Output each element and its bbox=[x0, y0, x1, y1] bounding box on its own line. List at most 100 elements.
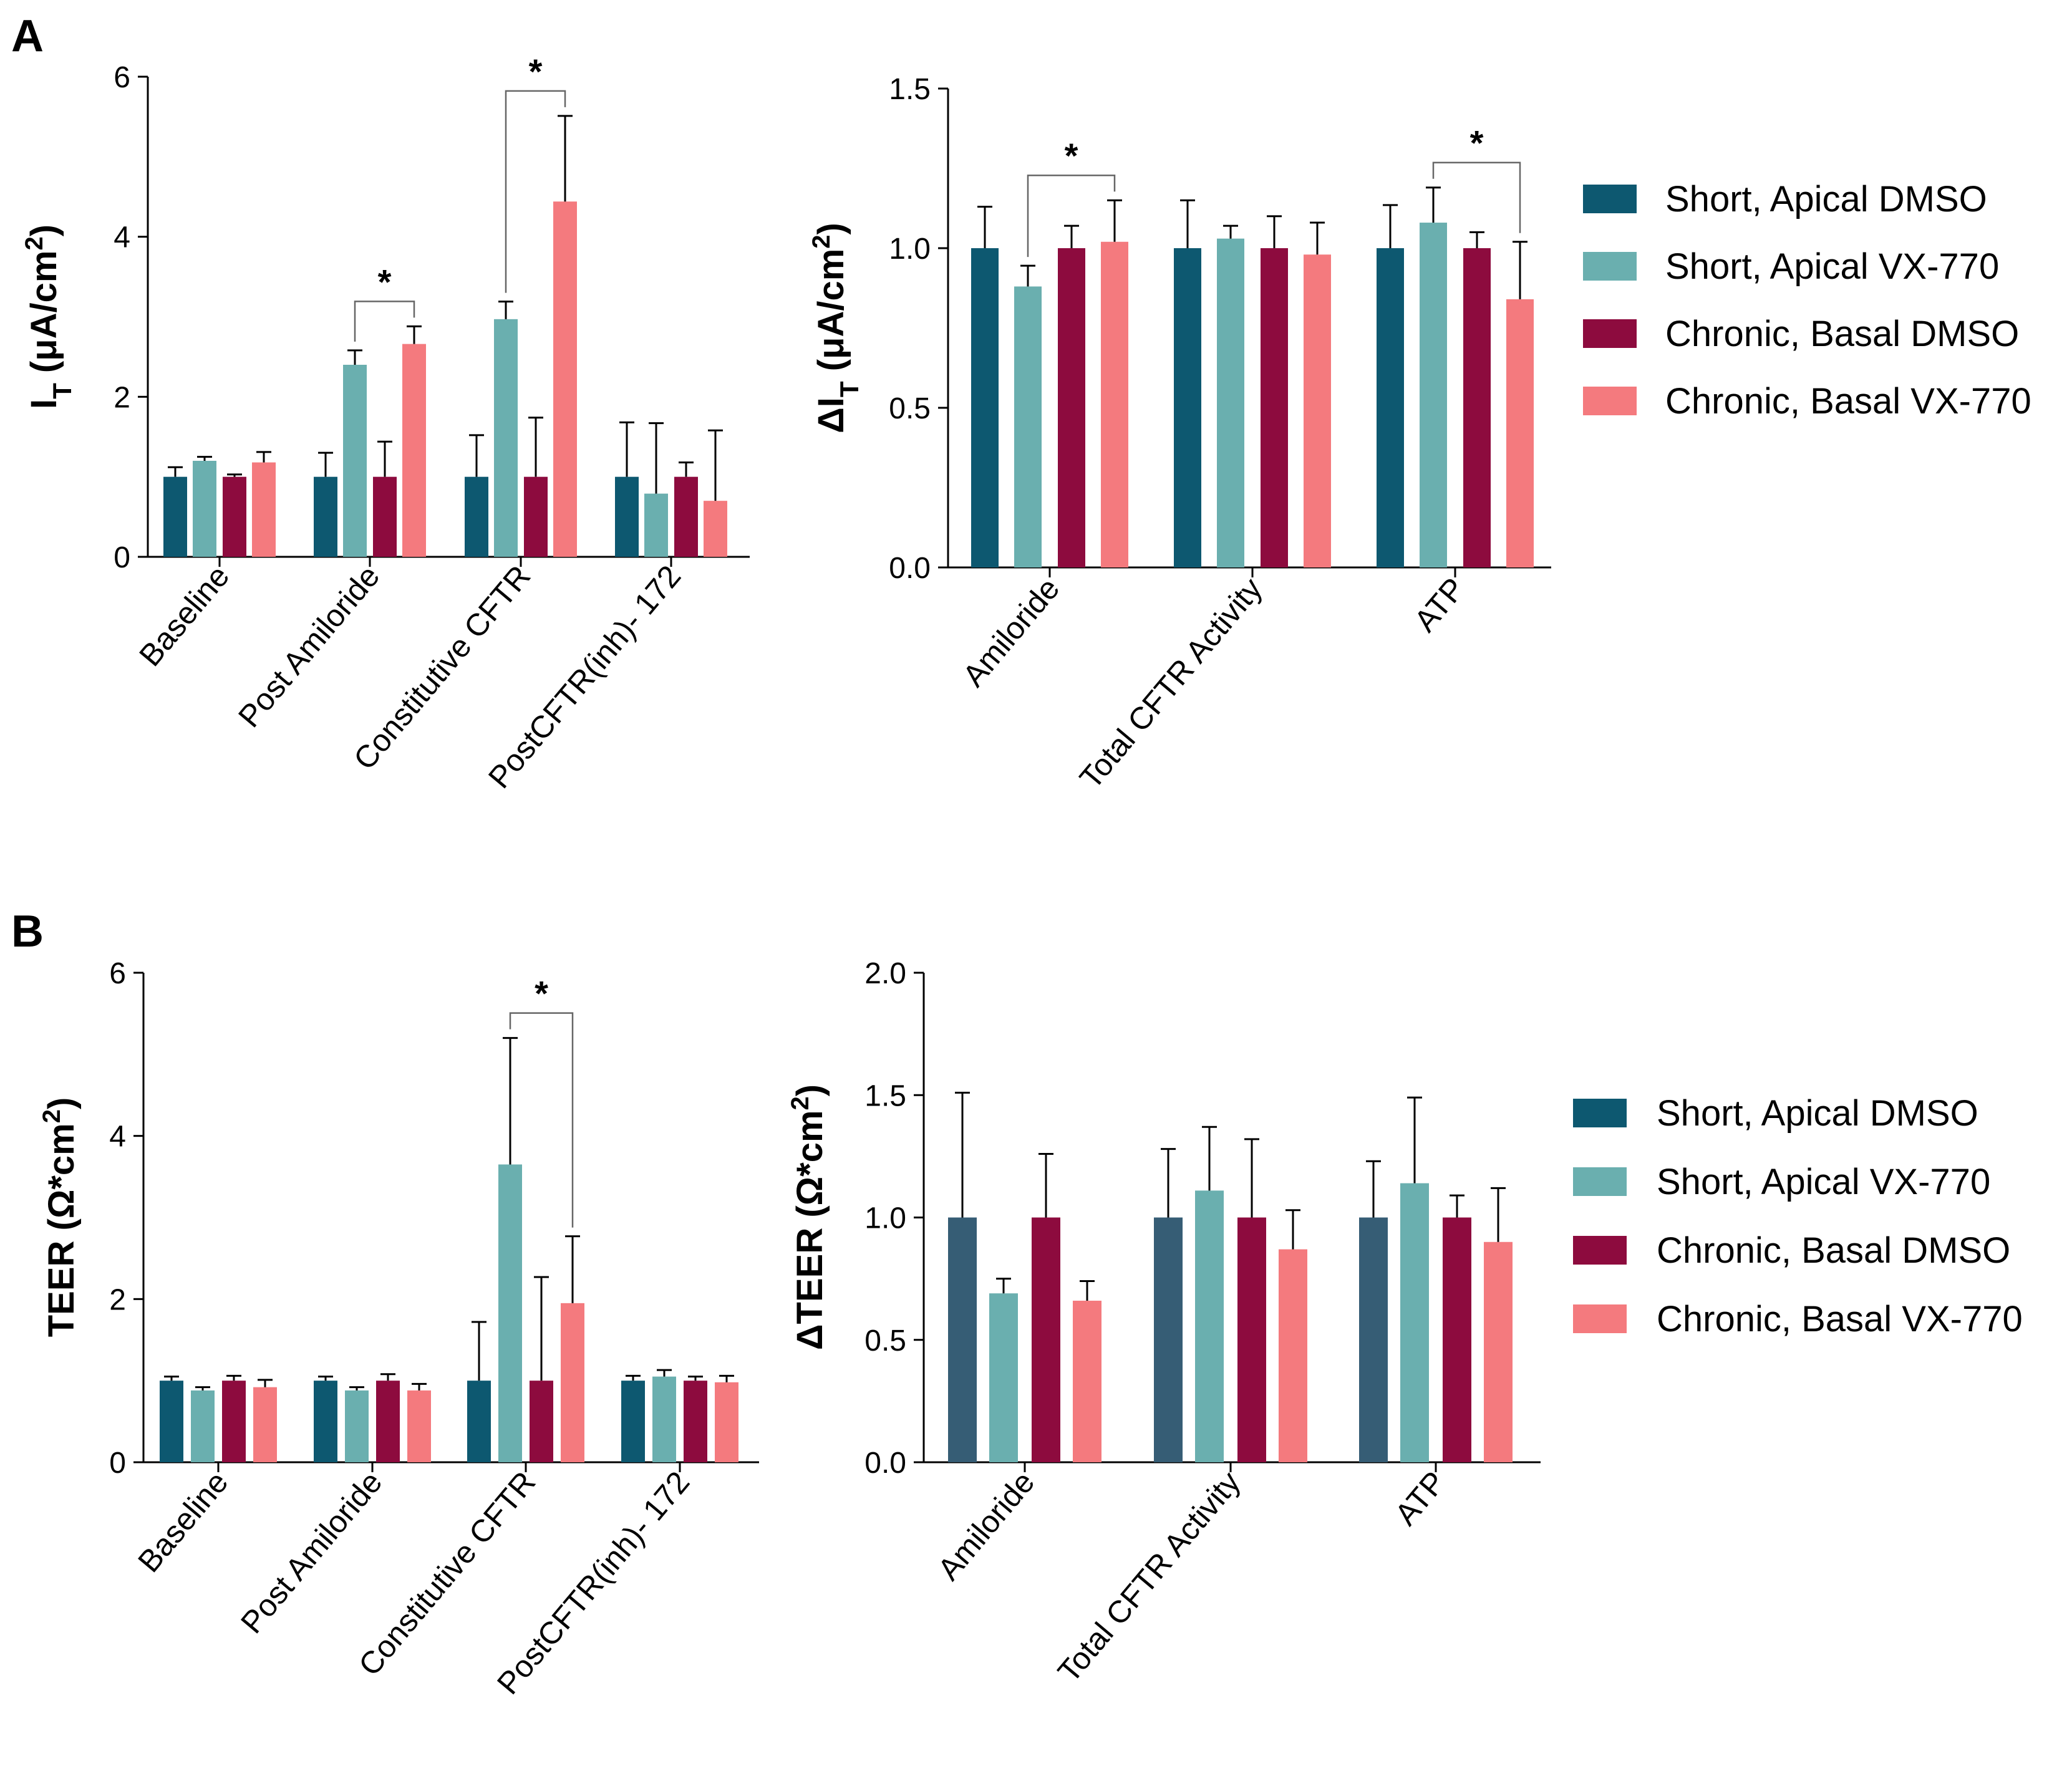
significance-bracket bbox=[1432, 162, 1521, 233]
legend-swatch bbox=[1573, 1167, 1627, 1196]
y-tick-label: 0.5 bbox=[864, 1324, 906, 1357]
y-axis-title-end: ) bbox=[41, 1097, 82, 1109]
bar bbox=[343, 365, 367, 557]
bar bbox=[561, 1303, 584, 1462]
y-tick-label: 6 bbox=[109, 957, 126, 990]
significance-bracket bbox=[509, 1012, 574, 1228]
legend-swatch bbox=[1583, 387, 1637, 415]
legend-label: Chronic, Basal VX-770 bbox=[1657, 1299, 2023, 1339]
significance-star: * bbox=[378, 262, 392, 301]
legend-label: Short, Apical DMSO bbox=[1665, 179, 1987, 219]
bar bbox=[1463, 248, 1491, 567]
y-axis-title-sub: T bbox=[835, 381, 864, 397]
bar bbox=[615, 476, 639, 557]
legends-layer: Short, Apical DMSO Short, Apical VX-770 Ch… bbox=[1573, 179, 2031, 1339]
x-category-label: Post Amiloride bbox=[231, 559, 386, 734]
bar bbox=[621, 1381, 645, 1462]
bar bbox=[402, 344, 426, 557]
bar bbox=[1217, 238, 1244, 567]
y-axis-title-main: ΔTEER (Ω*cm bbox=[790, 1110, 830, 1350]
bar bbox=[1032, 1217, 1060, 1462]
bar bbox=[1377, 248, 1404, 567]
legend-label: Short, Apical VX-770 bbox=[1665, 246, 1999, 287]
x-category-label: ATP bbox=[1407, 571, 1471, 639]
legend-label: Short, Apical VX-770 bbox=[1657, 1162, 1990, 1202]
bar bbox=[1014, 286, 1042, 567]
legend-label: Chronic, Basal DMSO bbox=[1657, 1230, 2010, 1271]
y-tick-label: 1.0 bbox=[889, 233, 931, 266]
y-axis-title-sup: 2 bbox=[38, 1109, 65, 1123]
bar bbox=[1400, 1183, 1429, 1462]
bar bbox=[1237, 1217, 1266, 1462]
bar bbox=[971, 248, 999, 567]
bar bbox=[674, 476, 698, 557]
bar bbox=[314, 1381, 337, 1462]
legend-panel-b: Short, Apical DMSO Short, Apical VX-770 Ch… bbox=[1573, 1093, 2023, 1339]
y-axis-title-main: ΔI bbox=[811, 397, 851, 433]
bar bbox=[191, 1390, 215, 1462]
y-axis-title-main: I bbox=[24, 399, 64, 409]
y-tick-label: 1.5 bbox=[889, 73, 931, 106]
legend-swatch bbox=[1583, 185, 1637, 213]
bar bbox=[1101, 241, 1128, 567]
bar bbox=[376, 1381, 400, 1462]
bar bbox=[222, 1381, 246, 1462]
bar bbox=[1420, 223, 1447, 567]
y-axis-title-end: ) bbox=[790, 1084, 830, 1096]
significance-star: * bbox=[1470, 123, 1484, 163]
y-axis-title: TEER (Ω*cm2) bbox=[38, 1097, 82, 1338]
legend-swatch bbox=[1573, 1236, 1627, 1265]
bar bbox=[1058, 248, 1085, 567]
bar bbox=[1359, 1217, 1388, 1462]
legend-swatch bbox=[1573, 1099, 1627, 1127]
bar bbox=[1195, 1190, 1224, 1462]
bar bbox=[494, 319, 518, 557]
bar bbox=[193, 461, 216, 557]
bar bbox=[1261, 248, 1288, 567]
significance-bracket bbox=[1027, 174, 1116, 258]
bar bbox=[407, 1390, 431, 1462]
y-tick-label: 0 bbox=[114, 541, 130, 574]
bar bbox=[652, 1376, 676, 1462]
y-tick-label: 2 bbox=[109, 1283, 126, 1316]
bar bbox=[160, 1381, 183, 1462]
y-tick-label: 2 bbox=[114, 381, 130, 414]
y-axis-title-sup: 2 bbox=[787, 1096, 814, 1110]
bar bbox=[314, 476, 337, 557]
bar bbox=[989, 1293, 1018, 1462]
bar bbox=[1506, 299, 1534, 567]
y-tick-label: 0.5 bbox=[889, 392, 931, 425]
significance-star: * bbox=[1065, 136, 1078, 175]
y-axis-title-main: TEER (Ω*cm bbox=[41, 1123, 82, 1337]
y-tick-label: 6 bbox=[114, 61, 130, 94]
y-tick-label: 0 bbox=[109, 1447, 126, 1480]
x-category-label: Baseline bbox=[131, 1465, 235, 1579]
y-axis-title-sup: 2 bbox=[808, 234, 835, 248]
x-category-label: Amiloride bbox=[931, 1465, 1042, 1587]
bar bbox=[345, 1390, 369, 1462]
y-axis-title: IT (μA/cm2) bbox=[21, 224, 77, 409]
significance-star: * bbox=[535, 974, 548, 1013]
bar bbox=[948, 1217, 977, 1462]
bar bbox=[1174, 248, 1201, 567]
legend-label: Chronic, Basal VX-770 bbox=[1665, 381, 2031, 422]
bar bbox=[163, 476, 187, 557]
bar bbox=[498, 1164, 522, 1462]
chart-a2: 0.0 0.5 1.0 1.5 ΔIT (μA/cm2) Amiloride Total C… bbox=[808, 73, 1551, 796]
y-tick-label: 4 bbox=[109, 1121, 126, 1154]
significance-star: * bbox=[529, 52, 543, 91]
bar bbox=[644, 493, 668, 557]
y-axis-title: ΔTEER (Ω*cm2) bbox=[787, 1084, 830, 1350]
y-axis-title-rest: (μA/cm bbox=[24, 251, 64, 383]
legend-swatch bbox=[1573, 1304, 1627, 1333]
panel-letter-a: A bbox=[11, 11, 44, 61]
legend-swatch bbox=[1583, 252, 1637, 281]
x-category-label: Amiloride bbox=[956, 571, 1067, 693]
bar bbox=[1279, 1249, 1307, 1462]
y-tick-label: 4 bbox=[114, 221, 130, 254]
significance-bracket bbox=[505, 90, 566, 293]
